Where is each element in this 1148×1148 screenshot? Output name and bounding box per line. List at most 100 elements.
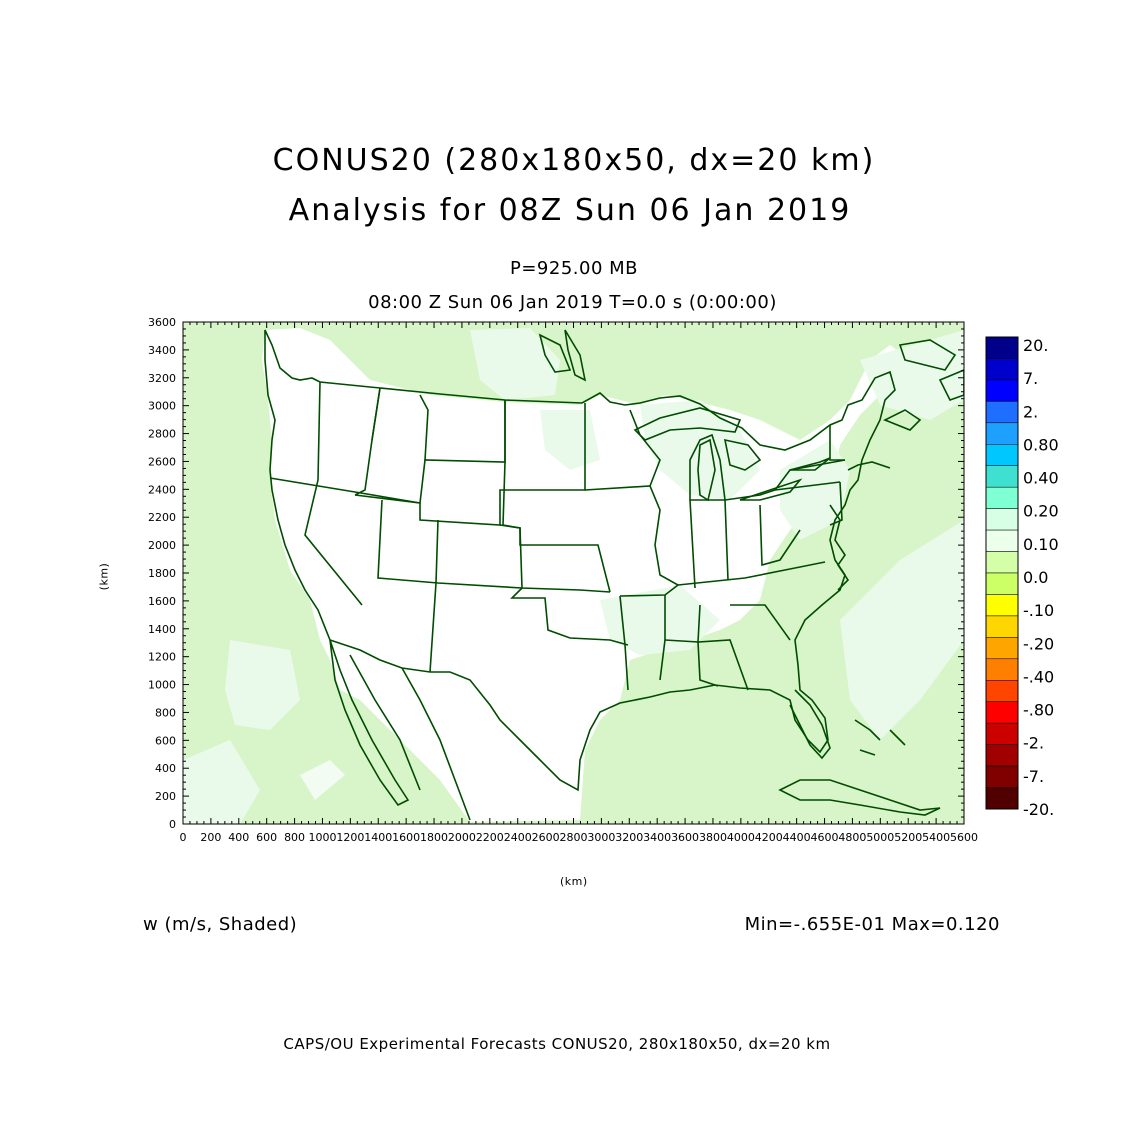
- y-tick-label: 1000: [148, 679, 176, 692]
- colorbar-swatch: [985, 722, 1019, 745]
- x-tick-label: 2800: [560, 831, 588, 844]
- shade-pale-patch: [840, 520, 964, 740]
- colorbar-swatch: [985, 379, 1019, 402]
- y-axis-label: (km): [97, 562, 111, 591]
- x-tick-label: 1800: [420, 831, 448, 844]
- y-tick-label: 2200: [148, 511, 176, 524]
- colorbar-label: 20.: [1023, 336, 1048, 355]
- x-tick-label: 2000: [448, 831, 476, 844]
- colorbar-label: 0.40: [1023, 469, 1059, 488]
- x-axis: 0 200 400 600 800 1000 1200 1400 1600 1800 2000 220…: [180, 322, 978, 844]
- x-tick-label: 2200: [476, 831, 504, 844]
- y-tick-label: 400: [155, 762, 176, 775]
- colorbar-swatch: [985, 637, 1019, 660]
- x-tick-label: 600: [256, 831, 277, 844]
- colorbar-label: 2.: [1023, 402, 1038, 421]
- x-tick-label: 3000: [587, 831, 615, 844]
- x-tick-label: 2600: [532, 831, 560, 844]
- colorbar-label: -2.: [1023, 734, 1044, 753]
- footer-credit: CAPS/OU Experimental Forecasts CONUS20, …: [283, 1035, 831, 1053]
- variable-label: w (m/s, Shaded): [143, 914, 298, 935]
- colorbar-label: -.80: [1023, 701, 1054, 720]
- x-tick-label: 4200: [755, 831, 783, 844]
- valid-time: 08:00 Z Sun 06 Jan 2019 T=0.0 s (0:00:00…: [368, 292, 777, 313]
- x-tick-label: 5200: [894, 831, 922, 844]
- shade-pale-patch: [780, 440, 850, 540]
- colorbar-swatch: [985, 680, 1019, 702]
- x-tick-label: 5600: [950, 831, 978, 844]
- x-axis-label: (km): [560, 875, 588, 888]
- x-tick-label: 1400: [364, 831, 392, 844]
- map-subtitle: Analysis for 08Z Sun 06 Jan 2019: [288, 193, 852, 228]
- shade-pale-patch: [300, 760, 345, 800]
- colorbar-label: -.40: [1023, 667, 1054, 686]
- y-tick-label: 3400: [148, 344, 176, 357]
- x-tick-label: 3600: [671, 831, 699, 844]
- y-tick-label: 200: [155, 790, 176, 803]
- shade-pale-patch: [470, 328, 560, 400]
- colorbar-swatch: [985, 658, 1019, 681]
- y-tick-label: 1800: [148, 567, 176, 580]
- w-shading: [183, 322, 964, 824]
- colorbar-swatch: [985, 444, 1019, 466]
- colorbar-label: -.20: [1023, 634, 1054, 653]
- colorbar-label: 0.20: [1023, 502, 1059, 521]
- colorbar-label: 7.: [1023, 369, 1038, 388]
- x-tick-label: 5400: [922, 831, 950, 844]
- y-tick-label: 3000: [148, 400, 176, 413]
- colorbar-swatch: [985, 787, 1019, 810]
- x-tick-label: 3800: [699, 831, 727, 844]
- x-tick-label: 4600: [811, 831, 839, 844]
- x-tick-label: 3400: [643, 831, 671, 844]
- colorbar-label: -.10: [1023, 601, 1054, 620]
- y-tick-label: 1600: [148, 595, 176, 608]
- colorbar-label: 0.10: [1023, 535, 1059, 554]
- min-max-label: Min=-.655E-01 Max=0.120: [744, 914, 1000, 935]
- colorbar-swatch: [985, 336, 1019, 359]
- colorbar-frame: [985, 336, 1019, 810]
- y-tick-label: 2600: [148, 455, 176, 468]
- y-tick-label: 1200: [148, 651, 176, 664]
- x-tick-label: 5000: [866, 831, 894, 844]
- state-outlines: [264, 329, 964, 821]
- x-tick-label: 400: [228, 831, 249, 844]
- x-tick-label: 800: [284, 831, 305, 844]
- x-tick-label: 3200: [615, 831, 643, 844]
- x-tick-label: 1600: [392, 831, 420, 844]
- colorbar-swatch: [985, 765, 1019, 788]
- y-axis: 0 200 400 600 800 1000 1200 1400 1600 1800 2000 220…: [148, 316, 964, 831]
- y-tick-label: 2400: [148, 483, 176, 496]
- colorbar-swatch: [985, 422, 1019, 445]
- colorbar-swatch: [985, 572, 1019, 595]
- colorbar-swatch: [985, 529, 1019, 552]
- x-tick-label: 1000: [308, 831, 336, 844]
- x-tick-label: 4400: [783, 831, 811, 844]
- shade-pale-patch: [225, 640, 300, 730]
- map-title: CONUS20 (280x180x50, dx=20 km): [272, 143, 876, 178]
- x-tick-label: 4800: [838, 831, 866, 844]
- colorbar-label: 0.80: [1023, 435, 1059, 454]
- colorbar-swatch: [985, 486, 1019, 509]
- pressure-level: P=925.00 MB: [509, 258, 639, 279]
- shade-pale-patch: [600, 585, 720, 655]
- y-tick-label: 1400: [148, 623, 176, 636]
- y-tick-label: 3200: [148, 372, 176, 385]
- colorbar-swatch: [985, 551, 1019, 574]
- shade-pale-patch: [860, 330, 964, 420]
- y-tick-label: 2800: [148, 428, 176, 441]
- colorbar-swatch: [985, 358, 1019, 381]
- y-tick-label: 800: [155, 706, 176, 719]
- x-tick-label: 1200: [336, 831, 364, 844]
- colorbar-swatch: [985, 615, 1019, 638]
- x-tick-label: 0: [180, 831, 187, 844]
- x-tick-label: 2400: [504, 831, 532, 844]
- colorbar-swatch: [985, 744, 1019, 767]
- y-tick-label: 2000: [148, 539, 176, 552]
- colorbar-label: -20.: [1023, 800, 1054, 819]
- y-tick-label: 600: [155, 734, 176, 747]
- x-tick-label: 4000: [727, 831, 755, 844]
- colorbar-label: -7.: [1023, 767, 1044, 786]
- x-tick-label: 200: [200, 831, 221, 844]
- shade-pale-patch: [183, 740, 260, 824]
